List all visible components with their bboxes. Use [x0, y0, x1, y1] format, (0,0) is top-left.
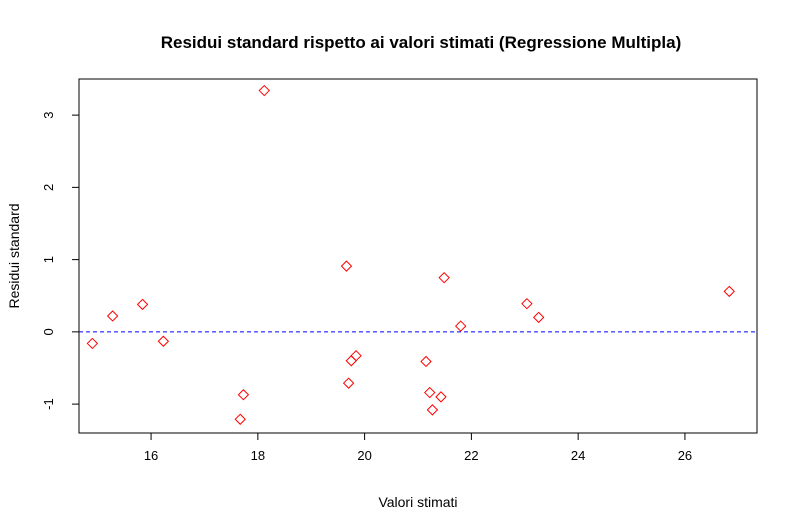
x-tick-label: 24 — [571, 448, 585, 463]
x-axis: 16 18 20 22 24 26 — [144, 433, 692, 463]
data-point — [157, 335, 170, 347]
data-point — [234, 413, 246, 425]
y-tick-label: 3 — [41, 112, 56, 119]
points-group — [86, 84, 735, 425]
data-point — [86, 337, 99, 350]
data-point — [258, 84, 270, 97]
x-tick-label: 18 — [251, 448, 265, 463]
data-point — [438, 271, 450, 284]
x-tick-label: 16 — [144, 448, 158, 463]
data-point — [532, 311, 545, 324]
data-point — [237, 389, 250, 401]
data-point — [455, 320, 467, 332]
data-point — [424, 386, 436, 399]
data-point — [340, 260, 353, 272]
data-point — [435, 391, 447, 403]
data-point — [342, 377, 355, 389]
data-point — [420, 355, 432, 368]
x-tick-label: 26 — [678, 448, 692, 463]
x-tick-label: 22 — [464, 448, 478, 463]
data-point — [521, 297, 533, 310]
y-axis: -1 0 1 2 3 — [41, 112, 79, 410]
data-point — [345, 355, 357, 367]
data-point — [426, 404, 439, 416]
data-point — [350, 349, 362, 362]
x-axis-label: Valori stimati — [378, 494, 457, 510]
data-point — [723, 285, 735, 298]
y-tick-label: 1 — [41, 256, 56, 263]
y-tick-label: 2 — [41, 184, 56, 191]
chart-title: Residui standard rispetto ai valori stim… — [161, 33, 682, 52]
data-point — [136, 298, 149, 311]
y-tick-label: -1 — [41, 398, 56, 410]
x-tick-label: 20 — [357, 448, 371, 463]
data-point — [106, 310, 119, 322]
y-tick-label: 0 — [41, 328, 56, 335]
plot-frame — [78, 78, 758, 434]
y-axis-label: Residui standard — [6, 203, 22, 308]
